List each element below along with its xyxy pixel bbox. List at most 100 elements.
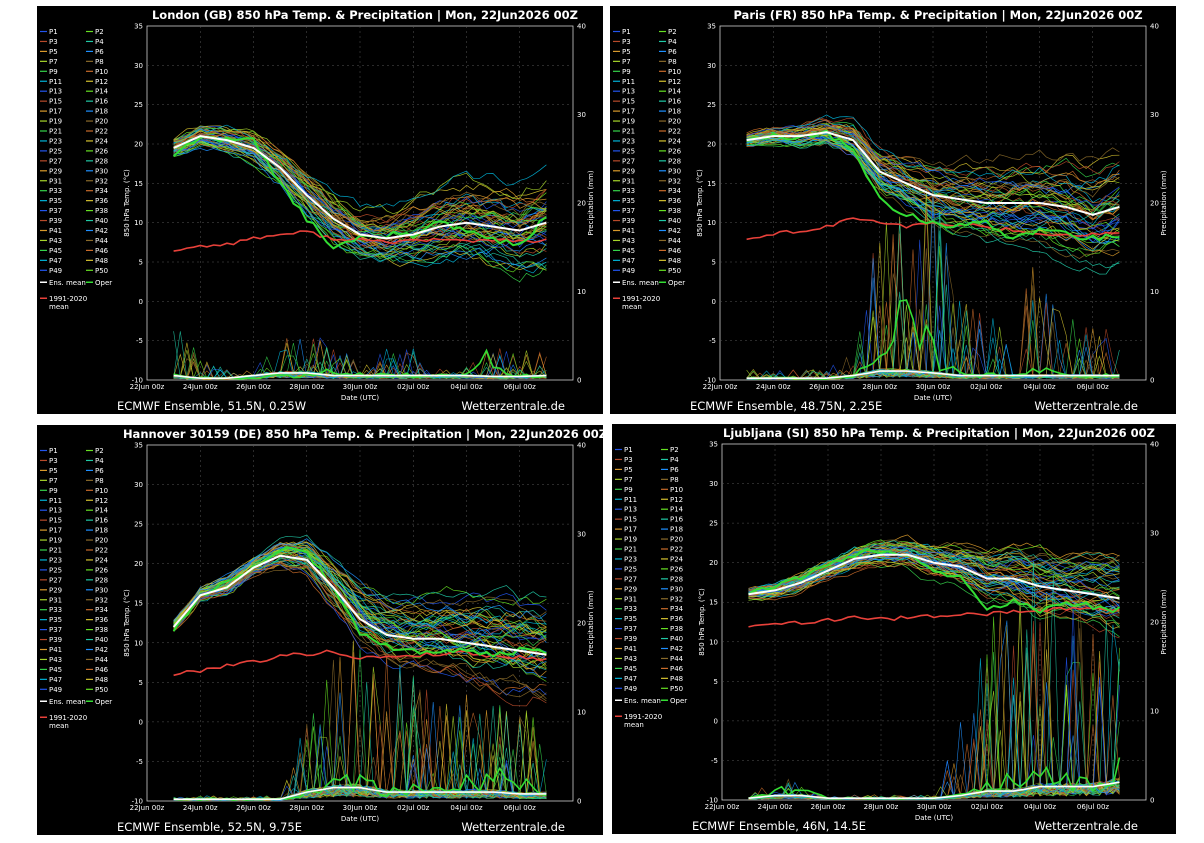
legend-entry: P29 — [49, 167, 62, 175]
x-tick-label: 02Jul 00z — [971, 803, 1003, 811]
y-tick-label: 30 — [707, 62, 716, 70]
y-tick-label: 25 — [707, 101, 716, 109]
y-tick-label: 0 — [139, 718, 143, 726]
legend-entry: P19 — [49, 537, 62, 545]
ens-mean-temp-line — [173, 135, 547, 240]
y2-tick-label: 20 — [1150, 619, 1159, 627]
y-tick-label: -5 — [711, 757, 718, 765]
member-precip-line — [746, 209, 1120, 380]
legend-entry: P10 — [95, 487, 108, 495]
x-tick-label: 28Jun 00z — [289, 383, 324, 391]
legend-entry: P9 — [49, 487, 58, 495]
x-tick-label: 22Jun 00z — [705, 803, 740, 811]
x-tick-label: 04Jul 00z — [450, 804, 482, 812]
legend-entry: P10 — [95, 68, 108, 76]
member-temp-line — [746, 123, 1120, 206]
legend-entry: P32 — [95, 177, 108, 185]
chart-panel-ljubljana: Ljubljana (SI) 850 hPa Temp. & Precipita… — [612, 424, 1176, 834]
y2-tick-label: 20 — [577, 620, 586, 628]
legend-entry: P26 — [670, 565, 684, 573]
y-axis-label: 850 hPa Temp. (°C) — [123, 169, 131, 237]
y2-tick-label: 10 — [1150, 288, 1159, 296]
legend-entry: P2 — [668, 28, 677, 36]
legend-entry: P33 — [624, 605, 637, 613]
legend-entry: P9 — [622, 68, 631, 76]
oper-temp-line — [172, 546, 547, 658]
legend-entry: Ens. mean — [49, 698, 86, 706]
legend-entry: P3 — [622, 38, 631, 46]
y2-tick-label: 30 — [577, 111, 586, 119]
legend-entry: P37 — [622, 207, 635, 215]
legend-entry: P5 — [49, 467, 58, 475]
x-tick-label: 26Jun 00z — [236, 804, 271, 812]
x-tick-label: 30Jun 00z — [343, 383, 378, 391]
chart-svg: Hannover 30159 (DE) 850 hPa Temp. & Prec… — [40, 427, 603, 834]
legend-entry: P2 — [670, 446, 679, 454]
legend-entry: P22 — [670, 546, 683, 554]
legend-entry: P16 — [95, 98, 109, 106]
ens-mean-temp-line — [748, 553, 1120, 600]
legend-entry: P24 — [95, 556, 109, 564]
ens-mean-temp-line — [172, 554, 547, 656]
legend-entry: P31 — [49, 177, 62, 185]
y2-tick-label: 10 — [577, 288, 586, 296]
legend-entry: P28 — [670, 575, 683, 583]
ens-mean-precip-line — [173, 372, 547, 380]
ens-mean-precip-line — [748, 781, 1120, 800]
legend-entry: P38 — [95, 626, 108, 634]
legend-entry: P38 — [95, 207, 108, 215]
legend: P1 P2 P3 P4 P5 P6 P7 P8 P9 P10 P11 P12 P13 P14 P15 P16 P… — [615, 446, 687, 729]
y-tick-label: -10 — [707, 797, 718, 805]
legend-entry: P19 — [49, 118, 62, 126]
y2-tick-label: 30 — [1150, 111, 1159, 119]
y-tick-label: 20 — [709, 559, 718, 567]
member-temp-line — [748, 551, 1120, 616]
legend-entry: P15 — [622, 98, 635, 106]
y-tick-label: 10 — [709, 638, 718, 646]
y-tick-label: 0 — [714, 717, 718, 725]
legend-entry: 1991-2020 — [624, 713, 662, 721]
legend-entry: P36 — [95, 197, 109, 205]
legend-entry: P34 — [670, 605, 684, 613]
y-tick-label: 30 — [709, 480, 718, 488]
legend-entry: Oper — [95, 698, 112, 706]
footer-credit: Wetterzentrale.de — [461, 820, 565, 834]
legend-entry: P12 — [95, 78, 108, 86]
legend-entry: P24 — [668, 137, 682, 145]
legend-entry: P15 — [49, 98, 62, 106]
climate-mean-line — [748, 606, 1120, 628]
legend-entry: P4 — [668, 38, 677, 46]
legend-entry: mean — [624, 721, 644, 729]
x-tick-label: 02Jul 00z — [397, 383, 429, 391]
legend-entry: P8 — [668, 58, 677, 66]
y-tick-label: 5 — [712, 259, 716, 267]
legend-entry: P31 — [624, 595, 637, 603]
legend-entry: P21 — [624, 546, 637, 554]
member-temp-line — [173, 546, 547, 660]
legend-entry: P1 — [49, 28, 58, 36]
legend-entry: P21 — [49, 128, 62, 136]
legend-entry: P20 — [670, 536, 683, 544]
footer-credit: Wetterzentrale.de — [1034, 819, 1138, 833]
legend-entry: P1 — [624, 446, 633, 454]
x-tick-label: 30Jun 00z — [917, 803, 952, 811]
legend-entry: P44 — [95, 656, 109, 664]
x-axis-label: Date (UTC) — [341, 394, 380, 402]
oper-temp-line — [172, 135, 547, 250]
y2-tick-label: 40 — [1150, 441, 1159, 449]
oper-temp-line — [747, 548, 1121, 615]
y2-tick-label: 40 — [577, 23, 586, 31]
member-precip-line — [746, 239, 1120, 380]
member-precip-line — [746, 248, 1120, 380]
legend-entry: P40 — [668, 217, 681, 225]
y-tick-label: 25 — [134, 101, 143, 109]
legend-entry: P42 — [95, 227, 108, 235]
y-tick-label: 15 — [134, 600, 143, 608]
footer-source: ECMWF Ensemble, 46N, 14.5E — [692, 819, 866, 833]
legend-entry: P8 — [670, 476, 679, 484]
legend-entry: P16 — [668, 98, 682, 106]
legend-entry: P4 — [95, 457, 104, 465]
legend-entry: P28 — [668, 157, 681, 165]
x-tick-label: 30Jun 00z — [916, 383, 951, 391]
legend-entry: P23 — [622, 137, 635, 145]
